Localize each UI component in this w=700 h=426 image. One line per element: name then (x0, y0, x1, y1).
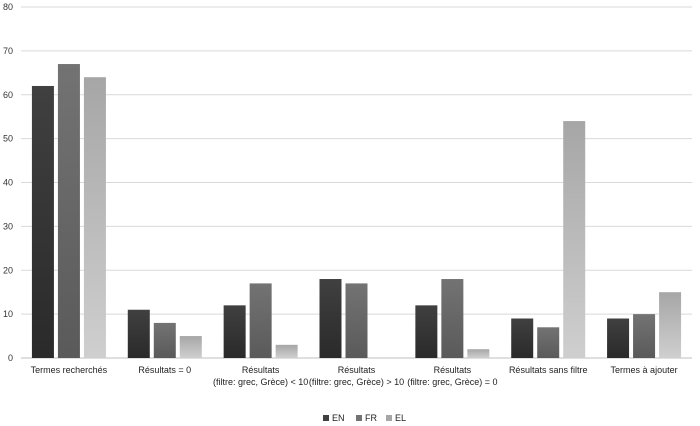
category-label: Résultats (filtre: grec, Grèce) < 10 (213, 365, 308, 387)
y-tick-label: 50 (3, 134, 13, 144)
bar-fr (249, 283, 272, 358)
y-axis-ticks: 0 10 20 30 40 50 60 70 80 (3, 2, 13, 363)
y-tick-label: 0 (8, 353, 13, 363)
y-tick-label: 40 (3, 178, 13, 188)
y-tick-label: 30 (3, 221, 13, 231)
category-label-line: (filtre: grec, Grèce) > 10 (309, 377, 404, 387)
legend-label: EN (332, 413, 345, 423)
bars (31, 64, 682, 358)
bar-en (127, 309, 150, 358)
bar-el (83, 77, 106, 358)
bar-en (31, 85, 54, 358)
category-label-line: (filtre: grec, Grèce) = 0 (407, 377, 497, 387)
legend: EN FR EL (323, 413, 406, 423)
category-label: Résultats = 0 (138, 365, 191, 375)
legend-swatch (323, 415, 329, 421)
bar-el (563, 121, 586, 358)
bar-fr (633, 314, 656, 358)
category-label-line: Résultats (338, 365, 376, 375)
bar-en (415, 305, 438, 358)
category-label: Résultats (filtre: grec, Grèce) = 0 (407, 365, 497, 387)
bar-fr (537, 327, 560, 358)
x-axis-categories: Termes recherchés Résultats = 0 Résultats (… (31, 365, 678, 387)
bar-el (659, 292, 682, 358)
bar-en (607, 318, 630, 358)
y-tick-label: 80 (3, 2, 13, 12)
y-tick-label: 60 (3, 90, 13, 100)
category-label-line: Résultats = 0 (138, 365, 191, 375)
category-label-line: Termes à ajouter (611, 365, 678, 375)
bar-fr (153, 322, 176, 358)
y-tick-label: 20 (3, 265, 13, 275)
category-label-line: Résultats sans filtre (509, 365, 588, 375)
bar-fr (57, 64, 80, 358)
category-label-line: Résultats (434, 365, 472, 375)
category-label-line: Résultats (242, 365, 280, 375)
legend-swatch (386, 415, 392, 421)
category-label: Termes à ajouter (611, 365, 678, 375)
bar-el (179, 336, 202, 358)
bar-en (511, 318, 534, 358)
legend-label: FR (365, 413, 377, 423)
bar-el (275, 344, 298, 358)
category-label: Résultats sans filtre (509, 365, 588, 375)
category-label: Termes recherchés (31, 365, 108, 375)
bar-en (319, 279, 342, 358)
bar-en (223, 305, 246, 358)
category-label: Résultats (filtre: grec, Grèce) > 10 (309, 365, 404, 387)
legend-label: EL (395, 413, 406, 423)
bar-fr (441, 279, 464, 358)
y-tick-label: 10 (3, 309, 13, 319)
category-label-line: (filtre: grec, Grèce) < 10 (213, 377, 308, 387)
legend-swatch (356, 415, 362, 421)
bar-el (467, 349, 490, 358)
category-label-line: Termes recherchés (31, 365, 108, 375)
bar-fr (345, 283, 368, 358)
y-tick-label: 70 (3, 46, 13, 56)
